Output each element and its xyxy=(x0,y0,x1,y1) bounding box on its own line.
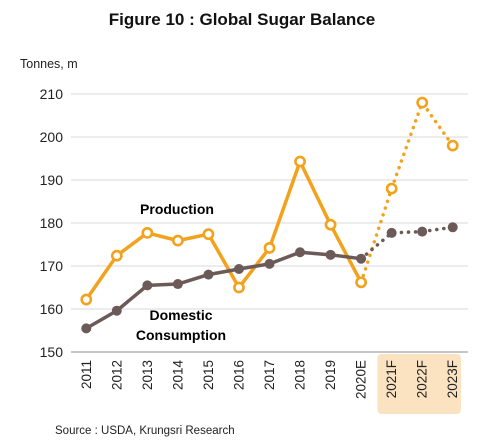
consumption-point xyxy=(417,226,428,237)
consumption-point xyxy=(172,279,183,290)
consumption-point xyxy=(142,280,153,291)
x-tick-label: 2015 xyxy=(201,360,216,390)
forecast-band-layer xyxy=(377,354,461,414)
x-tick-label: 2019 xyxy=(323,360,338,390)
series-lines xyxy=(84,98,455,330)
production-point xyxy=(141,226,154,239)
x-tick-label: 2018 xyxy=(293,360,308,390)
y-tick-label: 200 xyxy=(40,129,64,145)
production-point xyxy=(324,218,337,231)
y-tick-label: 180 xyxy=(40,215,64,231)
gridlines xyxy=(71,93,468,353)
production-point xyxy=(416,96,429,109)
y-tick-label: 210 xyxy=(40,86,64,102)
source-note: Source : USDA, Krungsri Research xyxy=(55,425,235,437)
consumption-point xyxy=(356,253,367,264)
consumption-line-forecast xyxy=(359,225,455,261)
consumption-series-label-line-2: Consumption xyxy=(136,327,226,343)
production-point xyxy=(202,228,215,241)
consumption-line-actual xyxy=(85,250,362,330)
x-tick-label: 2017 xyxy=(262,360,277,390)
production-line-actual xyxy=(84,159,363,301)
forecast-band xyxy=(377,354,461,414)
production-point xyxy=(294,155,306,168)
consumption-point xyxy=(233,264,244,275)
production-point xyxy=(385,182,398,195)
production-line-forecast xyxy=(359,98,455,285)
consumption-point xyxy=(325,249,336,260)
consumption-point xyxy=(386,227,397,238)
x-tick-label: 2020E xyxy=(354,360,369,399)
consumption-point xyxy=(295,247,306,258)
y-axis-ticks: 150 160 170 180 190 200 210 xyxy=(40,86,64,360)
x-tick-label: 2021F xyxy=(384,360,399,398)
production-point xyxy=(80,293,93,306)
consumption-point xyxy=(447,222,458,233)
y-tick-label: 150 xyxy=(40,344,64,360)
chart-title: Figure 10 : Global Sugar Balance xyxy=(109,10,375,29)
y-tick-label: 190 xyxy=(40,172,64,188)
consumption-point xyxy=(111,305,122,316)
consumption-point xyxy=(264,258,275,269)
production-point xyxy=(263,242,276,254)
production-point xyxy=(110,249,123,262)
x-tick-label: 2011 xyxy=(79,360,94,389)
production-point xyxy=(171,234,184,247)
x-tick-label: 2014 xyxy=(170,360,185,391)
production-point xyxy=(233,281,245,294)
y-tick-label: 160 xyxy=(40,301,64,317)
x-tick-label: 2012 xyxy=(109,360,124,390)
consumption-point xyxy=(81,323,92,334)
x-axis-ticks: 2011 2012 2013 2014 2015 2016 2017 2018 2019 2020… xyxy=(79,360,460,400)
production-point xyxy=(446,139,459,152)
consumption-series-label-line-1: Domestic xyxy=(149,307,212,323)
consumption-point xyxy=(203,269,214,280)
y-axis-unit-label: Tonnes, m xyxy=(20,57,78,71)
production-point xyxy=(355,276,368,289)
series-markers xyxy=(80,96,459,334)
production-series-label: Production xyxy=(140,201,214,217)
x-tick-label: 2022F xyxy=(415,360,430,398)
x-tick-label: 2013 xyxy=(140,360,155,390)
x-tick-label: 2023F xyxy=(445,360,460,398)
x-tick-label: 2016 xyxy=(231,360,246,390)
y-tick-label: 170 xyxy=(40,258,64,274)
